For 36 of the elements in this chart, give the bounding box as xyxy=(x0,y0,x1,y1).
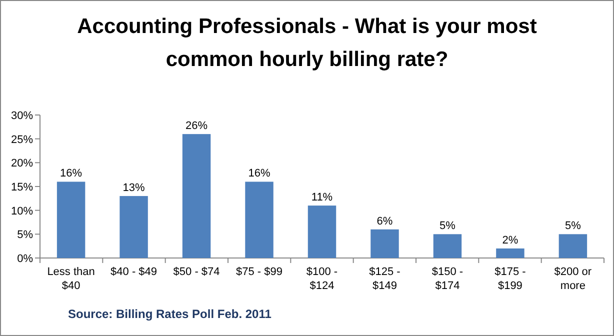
y-tick-label: 0% xyxy=(17,253,34,265)
x-tick-label: $50 - $74 xyxy=(173,266,220,278)
x-tick-label: $150 - $174 xyxy=(432,266,464,292)
x-tick-label: Less than $40 xyxy=(47,266,95,292)
bar xyxy=(558,234,588,258)
data-label: 13% xyxy=(122,182,146,194)
x-tick-label: $175 - $199 xyxy=(494,266,526,292)
source-note: Source: Billing Rates Poll Feb. 2011 xyxy=(68,307,272,321)
x-tick-label: $100 - $124 xyxy=(306,266,338,292)
bar xyxy=(370,229,399,258)
bar xyxy=(182,134,211,258)
bar xyxy=(56,182,86,258)
bar xyxy=(496,248,524,258)
data-label: 11% xyxy=(311,192,333,204)
y-tick-label: 25% xyxy=(10,134,34,146)
bar xyxy=(433,234,462,258)
y-tick-label: 20% xyxy=(10,158,34,170)
bar xyxy=(308,206,336,258)
data-label: 16% xyxy=(248,168,270,180)
bar xyxy=(245,182,274,258)
x-tick-label: $40 - $49 xyxy=(110,266,158,278)
x-tick-label: $125 - $149 xyxy=(369,266,401,292)
data-label: 6% xyxy=(376,215,393,228)
chart-title: Accounting Professionals - What is your most common hourly billing rate? xyxy=(77,15,537,71)
data-label: 16% xyxy=(60,168,82,180)
bar xyxy=(120,196,148,258)
y-tick-label: 15% xyxy=(10,182,34,194)
data-label: 5% xyxy=(564,220,582,232)
y-tick-label: 10% xyxy=(10,205,34,218)
data-label: 26% xyxy=(186,120,208,132)
y-tick-label: 30% xyxy=(10,110,34,122)
x-tick-label: $75 - $99 xyxy=(236,266,283,278)
y-tick-label: 5% xyxy=(17,229,34,242)
x-tick-label: $200 or more xyxy=(554,266,592,292)
data-label: 2% xyxy=(502,234,518,246)
data-label: 5% xyxy=(440,220,456,232)
